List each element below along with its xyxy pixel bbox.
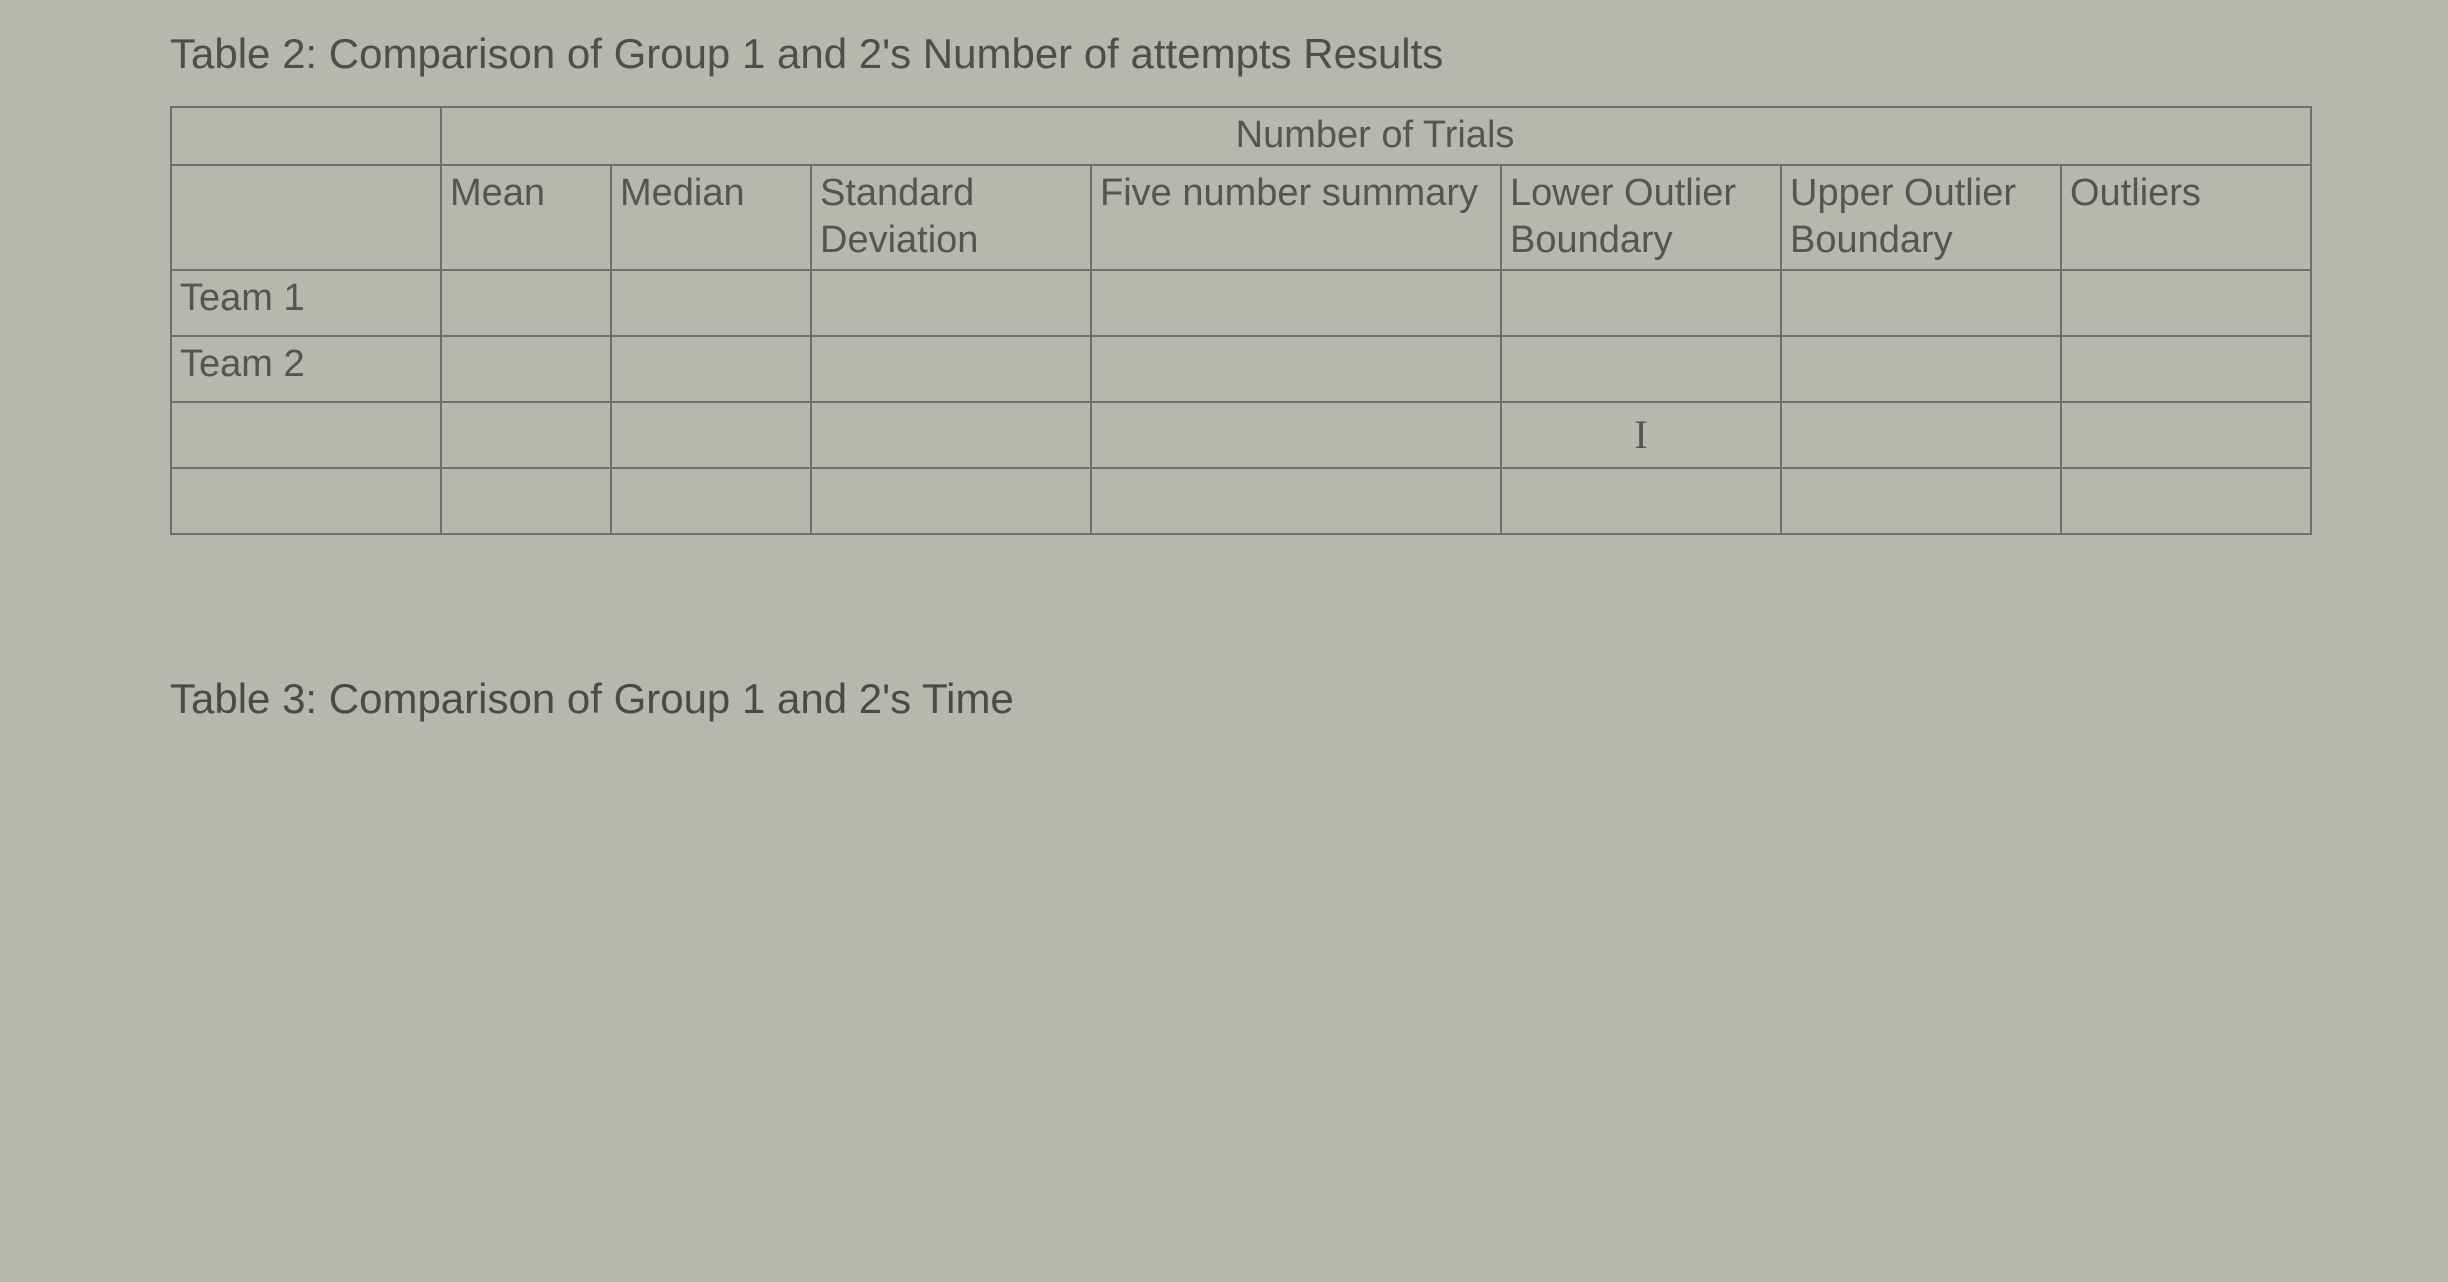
cell-out[interactable] <box>2061 468 2311 534</box>
table-row: Team 1 <box>171 270 2311 336</box>
row-label <box>171 468 441 534</box>
table2-col-lob: Lower Outlier Boundary <box>1501 165 1781 270</box>
cell-std[interactable] <box>811 402 1091 468</box>
cell-std[interactable] <box>811 468 1091 534</box>
cell-mean[interactable] <box>441 402 611 468</box>
cell-out[interactable] <box>2061 402 2311 468</box>
row-label: Team 1 <box>171 270 441 336</box>
table2-header-row: Mean Median Standard Deviation Five numb… <box>171 165 2311 270</box>
cell-std[interactable] <box>811 336 1091 402</box>
cell-mean[interactable] <box>441 270 611 336</box>
cell-lob[interactable]: I <box>1501 402 1781 468</box>
cell-five[interactable] <box>1091 402 1501 468</box>
cell-mean[interactable] <box>441 336 611 402</box>
cell-five[interactable] <box>1091 336 1501 402</box>
table2-col-out: Outliers <box>2061 165 2311 270</box>
cell-uob[interactable] <box>1781 468 2061 534</box>
text-cursor-icon: I <box>1634 410 1647 460</box>
row-label <box>171 402 441 468</box>
cell-lob[interactable] <box>1501 336 1781 402</box>
table2-col-five: Five number summary <box>1091 165 1501 270</box>
cell-five[interactable] <box>1091 270 1501 336</box>
cell-std[interactable] <box>811 270 1091 336</box>
cell-five[interactable] <box>1091 468 1501 534</box>
cell-lob[interactable] <box>1501 468 1781 534</box>
table-row: I <box>171 402 2311 468</box>
table2-col-uob: Upper Outlier Boundary <box>1781 165 2061 270</box>
cell-out[interactable] <box>2061 270 2311 336</box>
table-row <box>171 468 2311 534</box>
table2-col-std: Standard Deviation <box>811 165 1091 270</box>
cell-mean[interactable] <box>441 468 611 534</box>
cell-median[interactable] <box>611 468 811 534</box>
table2-corner-cell <box>171 107 441 165</box>
table2-rowhdr-blank <box>171 165 441 270</box>
table2-super-header: Number of Trials <box>441 107 2311 165</box>
cell-median[interactable] <box>611 270 811 336</box>
cell-lob[interactable] <box>1501 270 1781 336</box>
cell-out[interactable] <box>2061 336 2311 402</box>
table-row: Team 2 <box>171 336 2311 402</box>
table2: Number of Trials Mean Median Standard De… <box>170 106 2312 535</box>
document-page: Table 2: Comparison of Group 1 and 2's N… <box>0 0 2448 723</box>
table2-col-mean: Mean <box>441 165 611 270</box>
row-label: Team 2 <box>171 336 441 402</box>
cell-median[interactable] <box>611 402 811 468</box>
cell-uob[interactable] <box>1781 270 2061 336</box>
table2-super-header-row: Number of Trials <box>171 107 2311 165</box>
table3-caption: Table 3: Comparison of Group 1 and 2's T… <box>170 675 2278 723</box>
table2-col-median: Median <box>611 165 811 270</box>
cell-uob[interactable] <box>1781 402 2061 468</box>
cell-median[interactable] <box>611 336 811 402</box>
table2-caption: Table 2: Comparison of Group 1 and 2's N… <box>170 30 2278 78</box>
cell-uob[interactable] <box>1781 336 2061 402</box>
